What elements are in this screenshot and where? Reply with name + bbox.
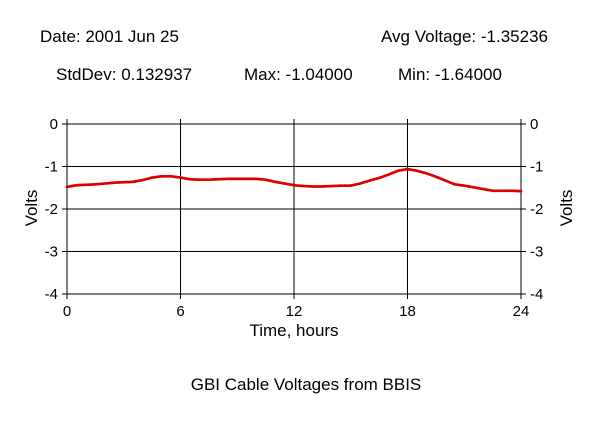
tick-labels: 0 6 12 18 24 0 0 -1 -1 -2 -2 -3 -3 -4 -4: [45, 116, 544, 320]
y-tick-label-right: -1: [530, 159, 543, 176]
x-tick-label: 24: [513, 303, 530, 320]
y-tick-label-right: -4: [530, 286, 543, 303]
y-tick-label-right: -3: [530, 244, 543, 261]
y-tick-label-left: 0: [50, 116, 58, 133]
y-tick-label-left: -3: [45, 244, 58, 261]
x-tick-label: 12: [286, 303, 303, 320]
min-label: Min: -1.64000: [398, 65, 502, 84]
y-tick-label-right: 0: [530, 116, 538, 133]
y-axis-label-right: Volts: [557, 190, 576, 227]
x-axis-label: Time, hours: [249, 321, 338, 340]
date-label: Date: 2001 Jun 25: [40, 27, 179, 46]
data-point: [519, 189, 523, 193]
x-tick-label: 0: [63, 303, 71, 320]
data-series: [65, 167, 523, 193]
stddev-label: StdDev: 0.132937: [56, 65, 192, 84]
x-tick-label: 6: [176, 303, 184, 320]
plot-grid: [62, 119, 526, 299]
max-label: Max: -1.04000: [244, 65, 353, 84]
y-tick-label-right: -2: [530, 201, 543, 218]
y-tick-label-left: -4: [45, 286, 58, 303]
chart-title: GBI Cable Voltages from BBIS: [191, 375, 422, 394]
y-tick-label-left: -1: [45, 159, 58, 176]
y-axis-label-left: Volts: [22, 190, 41, 227]
x-tick-label: 18: [399, 303, 416, 320]
y-tick-label-left: -2: [45, 201, 58, 218]
avg-voltage-label: Avg Voltage: -1.35236: [381, 27, 548, 46]
